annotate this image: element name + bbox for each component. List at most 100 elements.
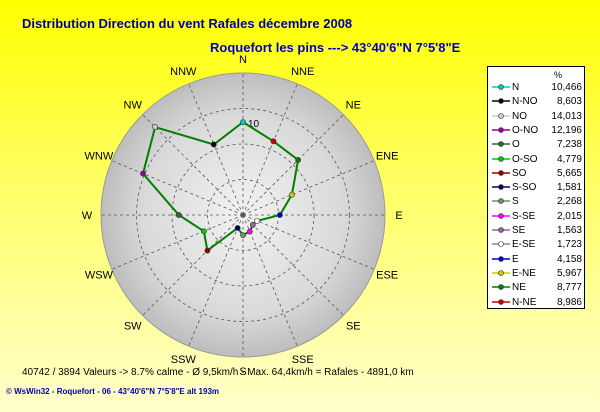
legend-item: N-NO 8,603 [490, 95, 584, 109]
legend-value: 5,967 [556, 267, 582, 279]
legend-value: 1,563 [556, 225, 582, 236]
legend-label: NE [512, 282, 526, 294]
legend-item: E 4,158 [490, 253, 584, 267]
direction-label: W [82, 210, 93, 222]
legend-value: 1,723 [556, 239, 582, 251]
legend-item: O-SO 4,779 [490, 153, 584, 167]
data-point [204, 247, 211, 254]
data-point [140, 170, 146, 177]
data-point [270, 138, 277, 145]
direction-label: N [239, 54, 247, 66]
direction-label: NW [124, 100, 143, 112]
direction-label: ESE [376, 270, 398, 282]
legend-item: S-SE 2,015 [490, 210, 584, 224]
legend-value: 2,268 [556, 196, 582, 208]
legend-value: 4,158 [556, 253, 582, 265]
data-point [240, 119, 246, 126]
legend-label: N [512, 82, 520, 93]
direction-label: S [239, 366, 246, 378]
legend-swatch [492, 255, 510, 262]
legend-item: SO 5,665 [490, 167, 584, 181]
legend-swatch [492, 184, 510, 190]
direction-label: WSW [85, 270, 114, 282]
legend-swatch [492, 155, 510, 162]
ring-label: 10 [248, 119, 260, 130]
grid-ring [171, 143, 315, 287]
legend-value: 14,013 [551, 110, 582, 122]
legend-label: NO [512, 110, 527, 122]
legend-value: 10,466 [551, 82, 582, 93]
legend-value: 8,603 [556, 96, 582, 108]
legend-item: SE 1,563 [490, 224, 584, 238]
legend-value: 1,581 [556, 182, 582, 194]
legend-item: NE 8,777 [490, 281, 584, 295]
direction-label: SE [346, 320, 361, 332]
data-point [240, 232, 246, 239]
legend-value: 5,665 [556, 167, 582, 179]
legend-item: O 7,238 [490, 138, 584, 152]
legend: % N 10,466 N-NO 8,603 NO 14,013 O-NO 12,196 O 7,2… [487, 66, 585, 309]
legend-item: N 10,466 [490, 81, 584, 95]
legend-value: 12,196 [551, 124, 582, 136]
legend-value: 4,779 [556, 153, 582, 165]
legend-swatch [492, 241, 510, 248]
credit-line: © WsWin32 - Roquefort - 06 - 43°40'6"N 7… [6, 387, 220, 396]
legend-swatch [492, 141, 510, 147]
legend-label: SE [512, 225, 526, 236]
data-point [249, 221, 256, 228]
data-point [175, 212, 182, 218]
legend-value: 8,986 [556, 296, 582, 308]
legend-item: E-SE 1,723 [490, 238, 584, 252]
legend-swatch [492, 84, 510, 90]
legend-swatch [492, 98, 510, 105]
direction-label: NNW [170, 66, 197, 78]
legend-label: E-SE [512, 239, 536, 251]
data-point [152, 124, 158, 130]
legend-item: N-NE 8,986 [490, 296, 584, 310]
direction-label: SW [124, 320, 142, 332]
legend-value: 7,238 [556, 139, 582, 151]
direction-label: WNW [85, 150, 114, 162]
legend-label: S [512, 196, 519, 208]
data-point [234, 225, 241, 231]
direction-label: SSW [171, 354, 197, 366]
data-point [295, 157, 301, 163]
legend-swatch [492, 227, 510, 233]
legend-label: N-NE [512, 296, 537, 308]
legend-label: E [512, 253, 519, 265]
direction-label: SSE [292, 354, 314, 366]
footer-stats: 40742 / 3894 Valeurs -> 8.7% calme - Ø 9… [22, 367, 414, 378]
legend-label: SO [512, 167, 527, 179]
legend-swatch [492, 270, 510, 276]
legend-label: O-NO [512, 124, 539, 136]
legend-swatch [492, 112, 510, 119]
chart-title: Distribution Direction du vent Rafales d… [22, 16, 353, 31]
data-point [289, 191, 295, 198]
legend-item: S 2,268 [490, 195, 584, 209]
chart-subtitle: Roquefort les pins ---> 43°40'6"N 7°5'8"… [210, 40, 461, 55]
legend-label: E-NE [512, 267, 536, 279]
legend-item: O-NO 12,196 [490, 124, 584, 138]
legend-label: S-SO [512, 182, 537, 194]
data-point [210, 141, 217, 148]
direction-label: NE [346, 100, 361, 112]
direction-label: ENE [376, 150, 399, 162]
grid-ring [136, 108, 350, 322]
data-point [277, 212, 283, 218]
legend-label: O [512, 139, 520, 151]
data-point [254, 217, 261, 224]
legend-swatch [492, 169, 510, 176]
legend-value: 8,777 [556, 282, 582, 294]
legend-label: O-SO [512, 153, 538, 165]
direction-label: E [395, 210, 402, 222]
legend-label: S-SE [512, 210, 536, 222]
legend-item: S-SO 1,581 [490, 181, 584, 195]
data-point [246, 228, 253, 235]
legend-item: E-NE 5,967 [490, 267, 584, 281]
legend-swatch [492, 298, 510, 305]
legend-swatch [492, 284, 510, 290]
legend-item: NO 14,013 [490, 110, 584, 124]
legend-swatch [492, 127, 510, 133]
